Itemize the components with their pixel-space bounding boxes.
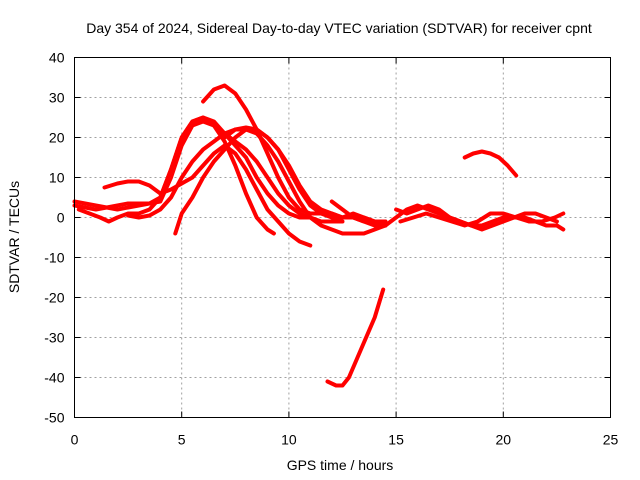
x-tick-label: 0 — [71, 432, 79, 448]
x-tick-label: 15 — [388, 432, 404, 448]
y-tick-label: 10 — [49, 170, 65, 186]
y-axis-label: SDTVAR / TECUs — [6, 181, 22, 293]
series-line-s12 — [398, 211, 566, 228]
ticks-layer: 0 5 10 15 20 25 -50 -40 -30 -20 -10 0 10 20 30 40 — [44, 50, 618, 448]
y-tick-label: -20 — [44, 290, 64, 306]
y-tick-label: -30 — [44, 330, 64, 346]
x-axis-label: GPS time / hours — [287, 457, 394, 473]
y-tick-label: 40 — [49, 50, 65, 66]
y-tick-label: 20 — [49, 130, 65, 146]
x-tick-label: 20 — [496, 432, 512, 448]
y-tick-label: 30 — [49, 90, 65, 106]
series-line-s4 — [102, 143, 313, 248]
plot-frame — [74, 57, 611, 418]
series-line-s3 — [76, 115, 276, 236]
y-tick-label: -10 — [44, 250, 64, 266]
y-tick-label: 0 — [57, 210, 65, 226]
x-tick-label: 5 — [178, 432, 186, 448]
chart-title: Day 354 of 2024, Sidereal Day-to-day VTE… — [86, 20, 592, 36]
y-tick-label: -50 — [44, 410, 64, 426]
y-tick-label: -40 — [44, 370, 64, 386]
x-tick-label: 25 — [603, 432, 619, 448]
x-tick-label: 10 — [281, 432, 297, 448]
series-line-s9 — [325, 287, 386, 388]
series-layer — [72, 83, 566, 388]
series-line-s13 — [462, 149, 519, 178]
